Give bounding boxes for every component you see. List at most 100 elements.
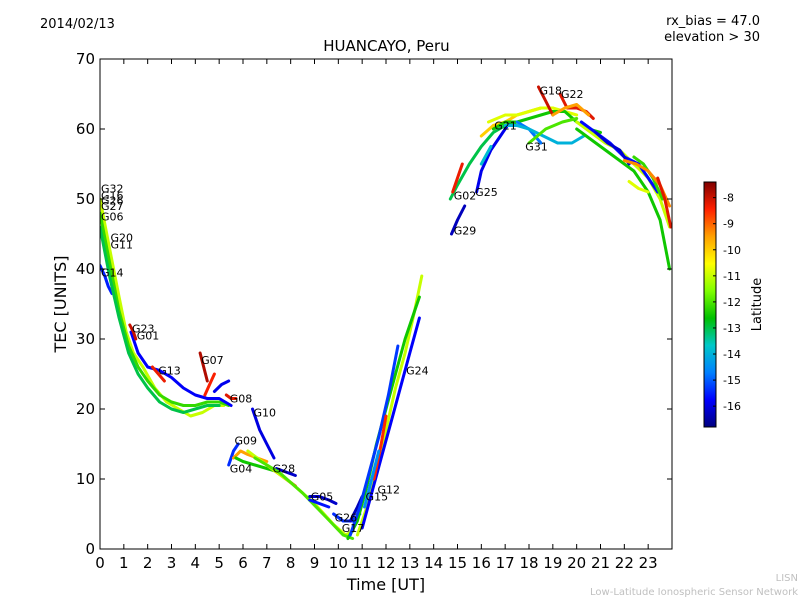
colorbar-tick-label--11: -11 [723,270,741,283]
x-tick-label-20: 20 [567,554,586,572]
series-line-14 [251,407,276,460]
x-tick-label-6: 6 [238,554,248,572]
x-tick-label-17: 17 [496,554,515,572]
prn-label-23: G02 [454,190,477,203]
y-tick-label-0: 0 [85,540,95,558]
series-line-33 [479,145,493,166]
series-line-3 [100,225,221,414]
footer-org-full: Low-Latitude Ionospheric Sensor Network [590,587,798,598]
series-line-28 [363,449,381,509]
x-tick-label-15: 15 [448,554,467,572]
x-tick-label-5: 5 [214,554,224,572]
series-line-20 [308,498,331,509]
prn-label-28: G22 [561,88,584,101]
x-tick-label-16: 16 [472,554,491,572]
series-line-8 [203,372,216,397]
prn-label-6: G11 [111,239,134,252]
series-line-38 [503,124,586,145]
series-line-44 [575,127,672,271]
prn-label-13: G10 [254,407,277,420]
x-axis-label: Time [UT] [346,575,425,594]
prn-label-4: G06 [101,211,124,224]
series-line-18 [253,456,355,540]
prn-label-18: G26 [335,512,358,525]
x-tick-label-7: 7 [262,554,272,572]
y-axis-label: TEC [UNITS] [51,256,70,354]
prn-label-20: G12 [377,484,400,497]
series-line-32 [475,120,512,194]
y-tick-label-20: 20 [76,400,95,418]
footer-org-short: LISN [775,573,798,584]
prn-label-8: G23 [132,323,155,336]
colorbar-tick-label--12: -12 [723,296,741,309]
series-line-39 [527,117,579,145]
series-line-0 [100,264,114,295]
series-line-40 [537,85,555,117]
series-line-9 [212,379,231,393]
x-tick-label-10: 10 [329,554,348,572]
x-tick-label-21: 21 [591,554,610,572]
series-line-49 [656,176,672,229]
prn-label-15: G04 [230,463,253,476]
series-line-29 [450,204,467,236]
x-tick-label-11: 11 [353,554,372,572]
series-line-7 [198,351,209,383]
x-tick-label-23: 23 [639,554,658,572]
colorbar-tick-label--14: -14 [723,348,741,361]
series-line-31 [451,162,464,194]
prn-label-19: G17 [342,522,365,535]
prn-label-21: G15 [366,491,389,504]
x-tick-label-13: 13 [400,554,419,572]
plot-frame [99,58,673,550]
colorbar-tick-label--9: -9 [723,218,734,231]
series-line-2 [100,211,231,407]
series-line-26 [360,316,421,530]
x-tick-label-1: 1 [119,554,129,572]
prn-label-10: G13 [158,365,181,378]
series-line-25 [348,344,400,537]
prn-label-24: G25 [475,186,498,199]
prn-label-17: G05 [311,491,334,504]
series-line-4 [129,330,233,407]
prn-label-3: G27 [101,200,124,213]
y-tick-label-30: 30 [76,330,95,348]
colorbar [703,181,717,428]
x-tick-label-9: 9 [310,554,320,572]
x-tick-label-2: 2 [143,554,153,572]
x-tick-label-12: 12 [376,554,395,572]
y-tick-label-50: 50 [76,190,95,208]
date-label: 2014/02/13 [40,17,115,32]
colorbar-label: Latitude [750,278,765,332]
colorbar-tick-label--10: -10 [723,244,741,257]
prn-label-14: G09 [234,435,257,448]
colorbar-tick-label--15: -15 [723,374,741,387]
receiver-info: rx_bias = 47.0 elevation > 30 [664,14,760,46]
y-tick-label-10: 10 [76,470,95,488]
series-line-19 [308,495,338,505]
footer: LISN Low-Latitude Ionospheric Sensor Net… [590,572,798,600]
elevation-label: elevation > 30 [664,30,760,45]
prn-label-25: G29 [454,225,477,238]
prn-label-22: G24 [406,365,429,378]
x-tick-label-8: 8 [286,554,296,572]
y-tick-label-40: 40 [76,260,95,278]
colorbar-tick-label--16: -16 [723,400,741,413]
series-line-46 [594,131,631,166]
x-tick-label-4: 4 [191,554,201,572]
series-line-27 [372,414,388,481]
prn-label-29: G31 [525,141,548,154]
x-tick-label-22: 22 [615,554,634,572]
x-tick-label-19: 19 [543,554,562,572]
y-tick-label-70: 70 [76,50,95,68]
prn-label-1: G16 [101,190,124,203]
prn-label-2: G26 [101,194,124,207]
x-tick-label-0: 0 [95,554,105,572]
chart-title: HUANCAYO, Peru [323,37,450,55]
prn-label-12: G08 [230,393,253,406]
series-line-42 [551,103,591,117]
series-line-5 [128,323,138,341]
prn-label-16: G28 [273,463,296,476]
prn-label-26: G21 [494,120,517,133]
prn-label-0: G32 [101,183,124,196]
